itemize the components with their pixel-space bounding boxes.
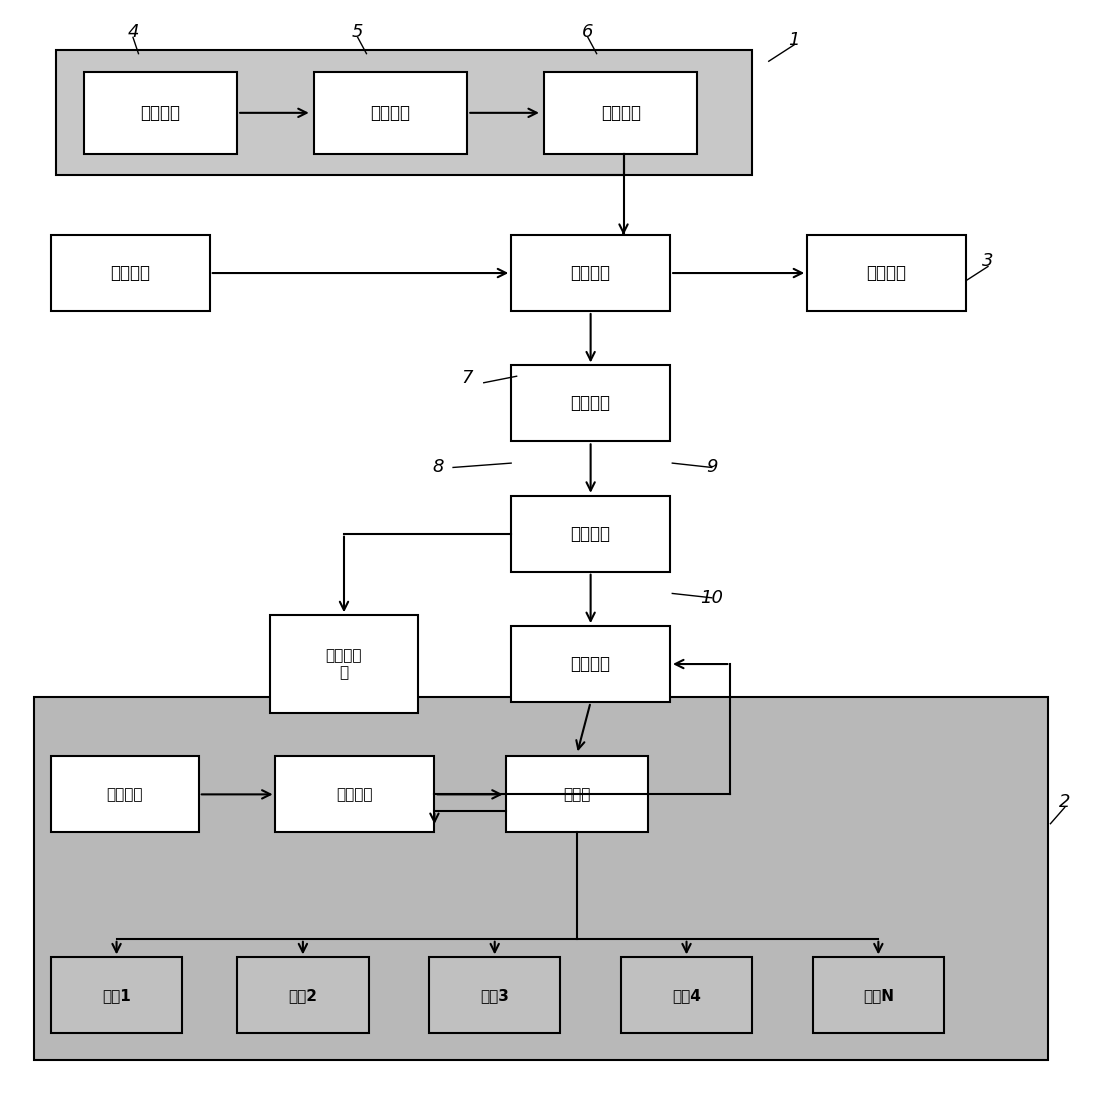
Text: 4: 4 — [128, 23, 139, 41]
Text: 输出层: 输出层 — [563, 786, 591, 802]
Bar — [51, 957, 182, 1033]
Text: 控制模块: 控制模块 — [336, 786, 373, 802]
Text: 振荡模块: 振荡模块 — [571, 654, 610, 673]
Bar — [506, 757, 648, 833]
Text: 7: 7 — [462, 370, 473, 387]
Bar — [270, 615, 418, 713]
Text: 显示电路: 显示电路 — [867, 264, 907, 282]
Bar — [512, 235, 670, 311]
Text: 9: 9 — [706, 459, 717, 476]
Bar — [428, 957, 561, 1033]
Text: 电杗3: 电杗3 — [481, 988, 509, 1003]
Bar — [83, 73, 238, 154]
Text: 输入指令: 输入指令 — [107, 786, 143, 802]
Bar — [512, 626, 670, 702]
Text: 电杗1: 电杗1 — [102, 988, 131, 1003]
Bar — [512, 365, 670, 441]
Text: 电极N: 电极N — [862, 988, 894, 1003]
Bar — [51, 235, 210, 311]
Text: 6: 6 — [582, 23, 594, 41]
Bar — [314, 73, 467, 154]
Text: 变压电路: 变压电路 — [140, 103, 181, 122]
Bar — [512, 496, 670, 572]
Text: 8: 8 — [432, 459, 444, 476]
Text: 5: 5 — [352, 23, 363, 41]
Text: 2: 2 — [1059, 793, 1070, 811]
Text: 频率模块: 频率模块 — [571, 395, 610, 412]
Text: 红外发生
器: 红外发生 器 — [325, 648, 362, 680]
Bar — [813, 957, 945, 1033]
Bar — [51, 757, 199, 833]
Bar — [275, 757, 434, 833]
Text: 1: 1 — [788, 31, 799, 48]
Text: 10: 10 — [700, 588, 724, 607]
Text: 控制模块: 控制模块 — [571, 264, 610, 282]
Bar — [544, 73, 697, 154]
Text: 电杗4: 电杗4 — [672, 988, 702, 1003]
Bar — [807, 235, 966, 311]
Text: 输入指令: 输入指令 — [110, 264, 150, 282]
Bar — [34, 696, 1048, 1060]
Bar — [238, 957, 369, 1033]
Text: 电杗2: 电杗2 — [289, 988, 317, 1003]
Text: 稳压电路: 稳压电路 — [601, 103, 640, 122]
Bar — [57, 51, 753, 175]
Bar — [620, 957, 753, 1033]
Text: 放大模块: 放大模块 — [571, 525, 610, 542]
Text: 3: 3 — [982, 252, 993, 271]
Text: 整流电路: 整流电路 — [371, 103, 411, 122]
